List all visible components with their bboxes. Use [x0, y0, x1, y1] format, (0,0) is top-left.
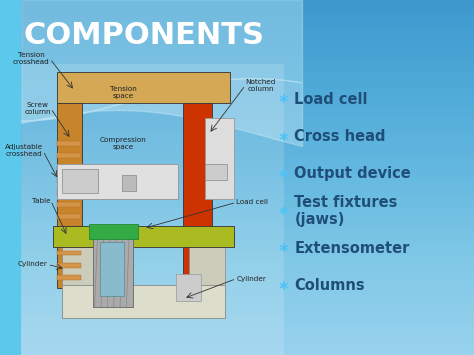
Text: Tension
space: Tension space: [110, 86, 137, 99]
Bar: [57, 166, 81, 170]
Text: Output device: Output device: [294, 166, 411, 181]
Bar: [62, 285, 225, 317]
Text: ∗: ∗: [277, 92, 289, 106]
Text: ∗: ∗: [277, 279, 289, 293]
Text: Notched
column: Notched column: [246, 79, 276, 92]
Bar: [57, 275, 81, 280]
Bar: [53, 226, 234, 247]
Text: ∗: ∗: [277, 204, 289, 218]
Text: Cross head: Cross head: [294, 129, 386, 144]
Bar: [183, 103, 212, 288]
Bar: [62, 245, 98, 285]
Text: Extensometer: Extensometer: [294, 241, 410, 256]
Text: ∗: ∗: [277, 241, 289, 256]
Text: Cylinder: Cylinder: [18, 262, 47, 267]
Bar: [205, 164, 227, 180]
Bar: [205, 118, 234, 199]
FancyBboxPatch shape: [21, 64, 284, 355]
Bar: [189, 245, 225, 285]
Text: Screw
column: Screw column: [24, 102, 51, 115]
Bar: [57, 263, 81, 268]
Bar: [57, 202, 81, 207]
Text: Test fixtures
(jaws): Test fixtures (jaws): [294, 195, 398, 228]
Bar: [56, 72, 230, 103]
Text: ∗: ∗: [277, 130, 289, 144]
Text: Compression
space: Compression space: [100, 137, 146, 150]
Text: ∗: ∗: [277, 167, 289, 181]
Bar: [176, 274, 201, 301]
Bar: [57, 251, 81, 256]
Text: Table: Table: [32, 198, 51, 203]
Bar: [56, 164, 178, 199]
Bar: [57, 141, 81, 146]
Text: Adjustable
crosshead: Adjustable crosshead: [5, 144, 43, 157]
Bar: [57, 226, 81, 231]
Text: Load cell: Load cell: [294, 92, 368, 107]
Text: Load cell: Load cell: [237, 200, 268, 205]
Text: COMPONENTS: COMPONENTS: [23, 21, 264, 50]
Bar: [93, 236, 133, 307]
Bar: [100, 242, 124, 296]
Bar: [57, 190, 81, 195]
Bar: [57, 239, 81, 243]
Bar: [57, 178, 81, 182]
Text: Tension
crosshead: Tension crosshead: [13, 52, 50, 65]
Bar: [89, 224, 138, 239]
Bar: [62, 169, 98, 193]
Bar: [56, 103, 82, 288]
Bar: [122, 175, 137, 191]
Text: Columns: Columns: [294, 278, 365, 293]
Text: Cylinder: Cylinder: [237, 276, 266, 282]
Bar: [57, 153, 81, 158]
Bar: [57, 214, 81, 219]
